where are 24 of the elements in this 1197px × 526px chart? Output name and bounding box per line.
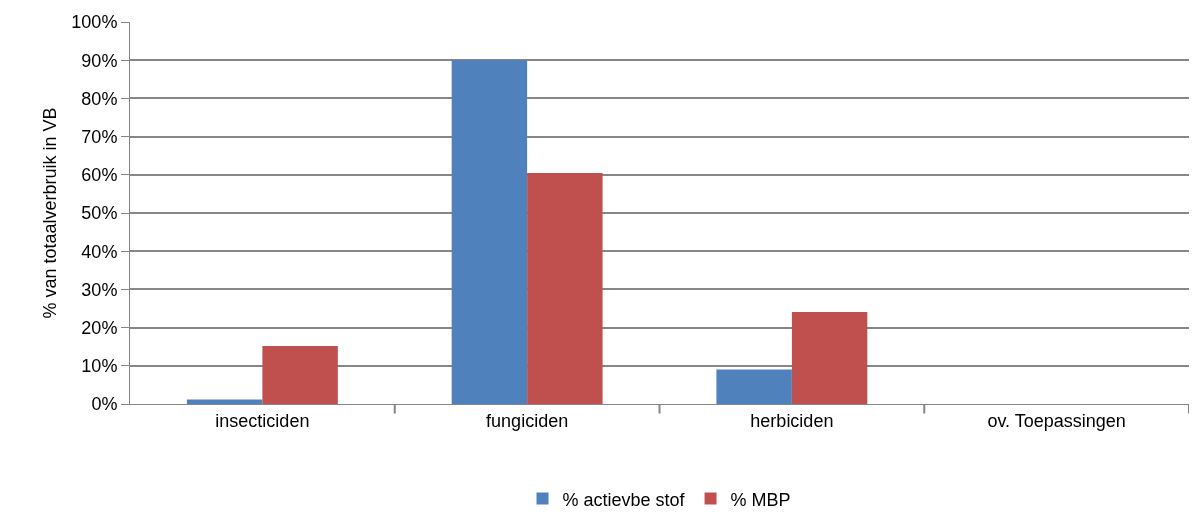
bar [451,60,528,404]
y-tick-label: 40% [81,241,118,262]
x-tick-label: herbiciden [750,410,834,431]
y-axis-title: % van totaalverbruik in VB [39,107,60,319]
y-tick-label: 30% [81,279,118,300]
y-tick-label: 20% [81,317,118,338]
x-tick-label: fungiciden [486,410,569,431]
y-tick-label: 60% [81,165,118,186]
y-tick-label: 90% [81,50,118,71]
bar [791,311,868,404]
y-tick-label: 50% [81,203,118,224]
bar [262,345,338,404]
y-tick-label: 0% [91,394,118,415]
y-tick-label: 100% [71,12,118,33]
bar [716,369,792,404]
legend-label: % MBP [730,489,791,510]
bar [527,172,603,404]
x-tick-label: insecticiden [215,410,310,431]
y-tick-label: 10% [81,356,118,377]
x-tick-label: ov. Toepassingen [987,410,1126,431]
legend-label: % actievbe stof [562,489,686,510]
y-tick-label: 80% [81,88,118,109]
bar [186,399,263,404]
y-tick-label: 70% [81,126,118,147]
